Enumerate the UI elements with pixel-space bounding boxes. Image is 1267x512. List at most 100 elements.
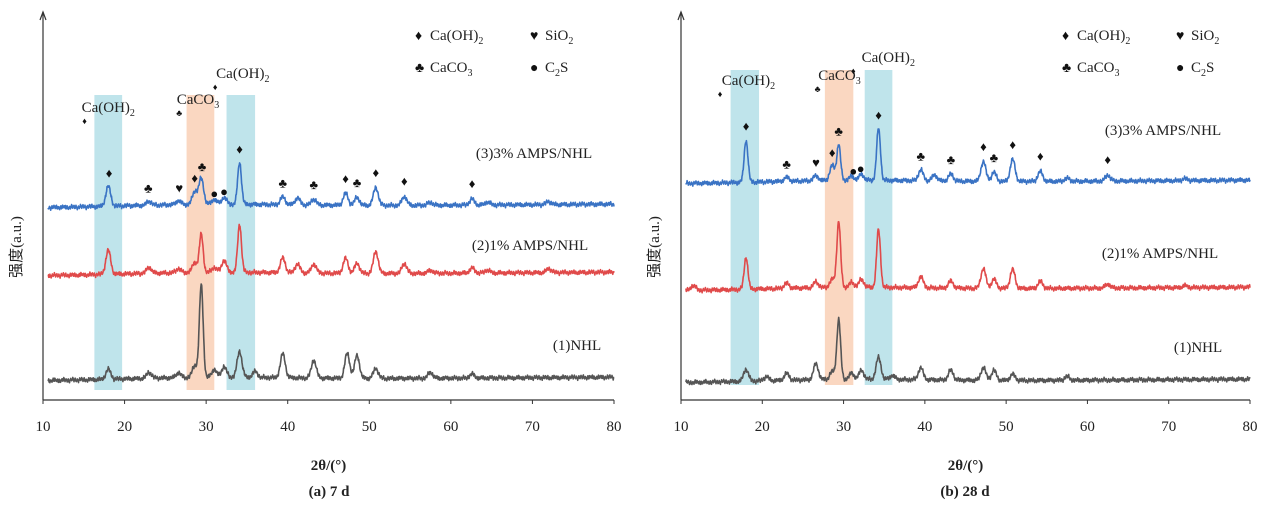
x-tick-label: 50 (999, 419, 1014, 435)
peak-marker: ♣ (834, 124, 843, 139)
peak-marker: ● (210, 186, 218, 201)
peak-marker: ● (220, 184, 228, 199)
phase-label-marker: ♦ (82, 116, 87, 126)
phase-label-marker: ♦ (718, 89, 723, 99)
series-line (685, 220, 1251, 294)
legend-symbol: ♣ (1062, 61, 1071, 76)
legend-label: C2S (545, 60, 568, 79)
legend-symbol: ● (1176, 61, 1184, 76)
y-axis-arrow (39, 10, 47, 21)
peak-marker: ♦ (469, 176, 476, 191)
peak-marker: ♦ (236, 142, 243, 157)
peak-marker: ♦ (829, 145, 836, 160)
peak-marker: ♣ (353, 175, 362, 190)
peak-marker: ♣ (279, 175, 288, 190)
x-tick-label: 60 (443, 419, 458, 435)
highlight-band (730, 70, 760, 385)
phase-label: Ca(OH)2 (862, 50, 915, 69)
phase-label: Ca(OH)2 (216, 66, 269, 85)
peak-marker: ● (849, 164, 857, 179)
x-tick-label: 40 (280, 419, 295, 435)
peak-marker: ♦ (875, 108, 882, 123)
x-tick-label: 80 (1243, 419, 1258, 435)
x-axis-label: 2θ/(°) (948, 458, 984, 474)
legend-symbol: ♦ (415, 29, 422, 44)
legend-label: SiO2 (545, 28, 573, 47)
peak-marker: ♥ (812, 155, 820, 170)
peak-marker: ♣ (990, 150, 999, 165)
peak-marker: ♦ (191, 170, 198, 185)
series-label: (2)1% AMPS/NHL (472, 238, 588, 254)
phase-label: CaCO3 (818, 68, 861, 87)
highlight-band (864, 70, 893, 385)
peak-marker: ♦ (342, 171, 349, 186)
phase-label: Ca(OH)2 (82, 100, 135, 119)
y-axis-arrow (677, 10, 685, 21)
x-tick-label: 20 (117, 419, 132, 435)
caption-a: (a) 7 d (308, 484, 350, 500)
x-tick-label: 70 (1161, 419, 1176, 435)
legend-label: Ca(OH)2 (1077, 28, 1130, 47)
series-label: (1)NHL (553, 338, 601, 354)
legend-label: SiO2 (1191, 28, 1219, 47)
series-line (47, 162, 615, 211)
x-tick-label: 10 (36, 419, 51, 435)
caption-b: (b) 28 d (940, 484, 990, 500)
phase-label-marker: ♣ (176, 108, 182, 118)
peak-marker: ♦ (372, 165, 379, 180)
series-label: (2)1% AMPS/NHL (1102, 246, 1218, 262)
legend-symbol: ♦ (1062, 29, 1069, 44)
legend-symbol: ♥ (1176, 29, 1184, 44)
series-label: (3)3% AMPS/NHL (476, 146, 592, 162)
peak-marker: ♦ (106, 166, 113, 181)
highlight-band (94, 95, 123, 390)
series-line (685, 128, 1251, 187)
phase-label: CaCO3 (177, 92, 220, 111)
peak-marker: ♣ (947, 152, 956, 167)
x-tick-label: 60 (1080, 419, 1095, 435)
legend-label: Ca(OH)2 (430, 28, 483, 47)
phase-label-marker: ♣ (815, 84, 821, 94)
x-tick-label: 10 (674, 419, 689, 435)
peak-marker: ♣ (782, 156, 791, 171)
x-tick-label: 30 (199, 419, 214, 435)
legend-label: C2S (1191, 60, 1214, 79)
peak-marker: ♦ (401, 174, 408, 189)
panel-a-7d: 10 20 30 40 50 60 70 80 2θ/(°) 强度(a.u.) (3)3% AMPS… (8, 10, 622, 474)
phase-label: Ca(OH)2 (722, 73, 775, 92)
x-tick-label: 70 (525, 419, 540, 435)
series-label: (1)NHL (1174, 340, 1222, 356)
peak-marker: ♦ (743, 119, 750, 134)
legend-symbol: ♣ (415, 61, 424, 76)
x-tick-label: 50 (362, 419, 377, 435)
peak-marker: ♦ (1009, 137, 1016, 152)
x-tick-label: 40 (917, 419, 932, 435)
phase-label-marker: ♦ (851, 66, 856, 76)
peak-marker: ♣ (310, 177, 319, 192)
legend-symbol: ♥ (530, 29, 538, 44)
series-line (47, 283, 615, 384)
x-tick-label: 30 (836, 419, 851, 435)
legend-label: CaCO3 (1077, 60, 1120, 79)
peak-marker: ♦ (980, 139, 987, 154)
series-line (685, 316, 1251, 386)
y-axis-label: 强度(a.u.) (646, 216, 663, 278)
x-tick-label: 20 (755, 419, 770, 435)
peak-marker: ♦ (1037, 149, 1044, 164)
legend-label: CaCO3 (430, 60, 473, 79)
legend-symbol: ● (530, 61, 538, 76)
x-axis-label: 2θ/(°) (311, 458, 347, 474)
peak-marker: ♣ (917, 148, 926, 163)
series-line (47, 223, 615, 279)
y-axis-label: 强度(a.u.) (8, 216, 25, 278)
peak-marker: ● (857, 161, 865, 176)
peak-marker: ♣ (198, 159, 207, 174)
peak-marker: ♣ (144, 181, 153, 196)
phase-label-marker: ♦ (213, 82, 218, 92)
peak-marker: ♥ (175, 180, 183, 195)
x-tick-label: 80 (607, 419, 622, 435)
peak-marker: ♦ (1104, 152, 1111, 167)
series-label: (3)3% AMPS/NHL (1105, 123, 1221, 139)
panel-b-28d: 10 20 30 40 50 60 70 80 2θ/(°) 强度(a.u.) (3)3% AMPS… (646, 10, 1258, 474)
